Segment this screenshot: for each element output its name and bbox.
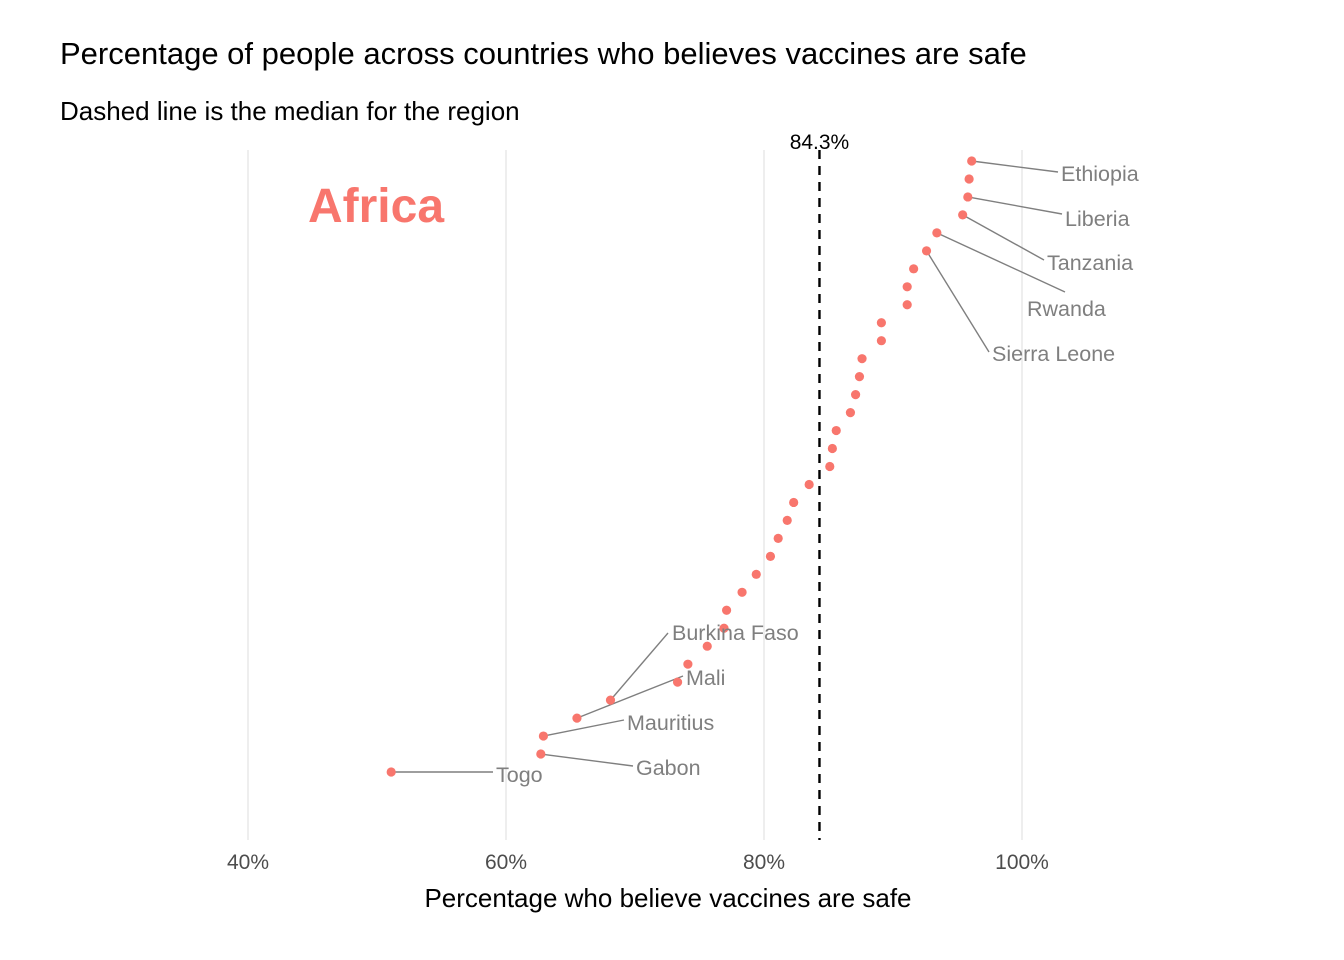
label-leader-line [540,753,634,767]
x-axis-ticks: 40% 60% 80% 100% [227,851,1049,874]
country-label: Rwanda [1027,297,1106,321]
x-tick-label: 100% [995,851,1049,874]
x-tick-label: 80% [743,851,785,874]
country-label: Ethiopia [1061,162,1139,186]
data-point [804,479,814,490]
data-point [538,731,549,741]
data-point [721,605,732,615]
label-leaders [391,160,1066,773]
data-point [702,641,712,651]
data-point [773,533,783,543]
label-leader-line [971,160,1059,173]
median-marker: 84.3% [790,131,850,840]
label-leader-line [967,196,1063,215]
data-point [782,515,792,526]
country-label: Liberia [1065,207,1130,231]
country-label: Gabon [636,756,701,780]
data-point [831,425,841,436]
country-label: Burkina Faso [672,621,799,645]
country-label: Mali [686,666,725,690]
median-label: 84.3% [790,131,850,154]
data-point [850,390,861,400]
data-point [876,336,886,346]
data-point [751,569,761,579]
country-label: Tanzania [1047,251,1133,275]
data-point [536,749,546,759]
x-axis-label: Percentage who believe vaccines are safe [424,883,911,913]
data-point [932,228,942,238]
region-label: Africa [308,180,444,233]
data-point [845,407,856,418]
data-point [902,282,912,292]
label-leader-line [936,232,1066,293]
label-leader-line [543,719,625,737]
label-leader-line [962,214,1045,261]
data-point [386,767,396,777]
data-point [921,246,932,256]
data-point [902,300,912,310]
data-point [964,174,974,184]
label-leader-line [609,632,669,701]
chart-subtitle: Dashed line is the median for the region [60,96,520,126]
data-point [765,551,776,561]
label-leader-line [576,675,684,719]
data-point [683,659,693,669]
gridlines [247,150,1023,840]
data-point [825,461,835,472]
data-points [386,156,977,777]
data-point [605,695,616,705]
data-point [827,443,837,454]
x-tick-label: 40% [227,851,269,874]
data-point [876,318,886,328]
data-point [854,372,865,382]
data-point [737,587,747,597]
data-point [789,497,799,508]
country-label: Mauritius [627,711,714,735]
country-labels: Togo Gabon Mauritius Mali Burkina Faso Sierra… [496,162,1139,787]
data-point [909,264,919,274]
country-label: Togo [496,763,543,787]
label-leader-line [925,250,990,353]
x-tick-label: 60% [485,851,527,874]
data-point [857,354,867,364]
data-point [967,156,977,166]
data-point [958,210,968,220]
country-label: Sierra Leone [992,342,1115,366]
data-point [963,192,973,202]
data-point [572,713,582,723]
chart-title: Percentage of people across countries wh… [60,36,1027,71]
data-point [672,677,683,687]
data-point [719,623,729,633]
